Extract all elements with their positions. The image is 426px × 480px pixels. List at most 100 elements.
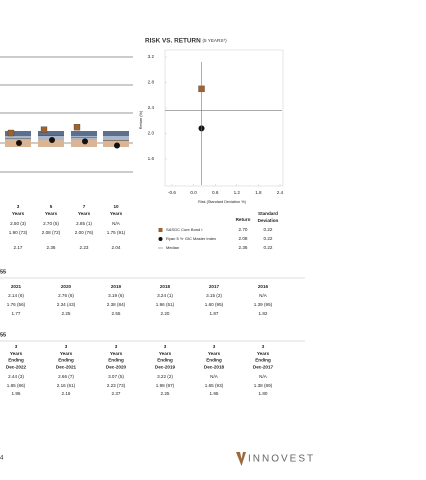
column-header: Years bbox=[12, 211, 25, 216]
column-header: 3 bbox=[17, 204, 20, 209]
x-axis-label: Risk (Standard Deviation %) bbox=[198, 200, 246, 204]
table-cell: 1.82 bbox=[259, 311, 268, 316]
y-axis-label: Return (%) bbox=[139, 110, 143, 129]
legend-header: Return bbox=[236, 217, 251, 222]
box-top bbox=[5, 131, 31, 136]
chart-title: RISK VS. RETURN (5 YEARS*) bbox=[145, 38, 227, 45]
benchmark-marker bbox=[82, 138, 88, 145]
column-header: 10 bbox=[113, 204, 119, 209]
column-header: 2020 bbox=[61, 284, 72, 289]
column-header: 5 bbox=[50, 204, 53, 209]
table-cell: 2.00 (76) bbox=[75, 230, 94, 235]
column-header: Ending bbox=[206, 358, 222, 363]
logo-mark bbox=[236, 452, 246, 466]
table-cell: 2.38 (84) bbox=[107, 302, 126, 307]
box-top bbox=[103, 131, 129, 136]
page-number: 4 bbox=[0, 456, 4, 462]
legend-name: Ryan 5 Yr GIC Master Index bbox=[166, 236, 216, 241]
table-cell: 2.50 (3) bbox=[10, 221, 26, 226]
column-header: Ending bbox=[255, 358, 271, 363]
x-tick-label: 1.8 bbox=[255, 190, 262, 195]
box-top bbox=[38, 131, 64, 136]
table-cell: 2.34 (43) bbox=[57, 302, 76, 307]
table-cell: N/A bbox=[259, 293, 268, 298]
box-mid bbox=[71, 136, 97, 140]
table-cell: 3.15 (2) bbox=[206, 293, 222, 298]
column-header: Ending bbox=[108, 358, 124, 363]
column-header: Years bbox=[208, 351, 221, 356]
box-bottom bbox=[38, 140, 64, 147]
column-header: Years bbox=[110, 211, 123, 216]
column-header: 3 bbox=[213, 344, 216, 349]
column-header: Dec-2020 bbox=[106, 364, 127, 369]
table-cell: 2.14 (6) bbox=[8, 293, 24, 298]
column-header: 3 bbox=[262, 344, 265, 349]
column-header: 2017 bbox=[209, 284, 220, 289]
table-cell: 3.24 (1) bbox=[157, 293, 173, 298]
column-header: Dec-2022 bbox=[6, 364, 27, 369]
table-cell: N/A bbox=[210, 374, 219, 379]
table-cell: 1.75 (91) bbox=[107, 230, 126, 235]
legend-return: 2.08 bbox=[239, 236, 248, 241]
column-header: 3 bbox=[115, 344, 118, 349]
legend-std: 0.22 bbox=[264, 245, 273, 250]
x-tick-label: 1.2 bbox=[234, 190, 241, 195]
table-cell: 2.70 (5) bbox=[43, 221, 59, 226]
table-cell: 3.22 (2) bbox=[157, 374, 173, 379]
table-cell: 1.96 (51) bbox=[156, 302, 175, 307]
plot-frame bbox=[164, 49, 284, 187]
column-header: 2021 bbox=[11, 284, 22, 289]
benchmark-marker bbox=[49, 137, 55, 144]
box-top bbox=[71, 131, 97, 136]
fund-marker bbox=[40, 126, 48, 133]
column-header: 2018 bbox=[160, 284, 171, 289]
legend-name: SASGC Core Bond I bbox=[166, 227, 202, 232]
column-header: Dec-2017 bbox=[253, 364, 274, 369]
table-cell: 1.87 bbox=[210, 311, 219, 316]
legend-header: Deviation bbox=[258, 218, 279, 223]
table-cell: 2.66 (7) bbox=[58, 374, 74, 379]
table-cell: 1.65 (93) bbox=[205, 383, 224, 388]
table-cell: 1.80 bbox=[259, 391, 268, 396]
column-header: 7 bbox=[83, 204, 86, 209]
column-header: Years bbox=[257, 351, 270, 356]
column-header: 2019 bbox=[111, 284, 122, 289]
table-cell: 2.20 bbox=[161, 311, 170, 316]
column-header: 3 bbox=[65, 344, 68, 349]
table-cell: 2.25 bbox=[161, 391, 170, 396]
column-header: Ending bbox=[58, 358, 74, 363]
legend-return: 2.70 bbox=[239, 227, 248, 232]
table-cell: 2.04 bbox=[112, 245, 121, 250]
table-cell: 2.23 bbox=[80, 245, 89, 250]
section-label: 55 bbox=[0, 269, 6, 275]
table-cell: 2.17 bbox=[14, 245, 23, 250]
column-header: Years bbox=[60, 351, 73, 356]
legend-square bbox=[158, 228, 163, 232]
column-header: Ending bbox=[8, 358, 24, 363]
column-header: Years bbox=[110, 351, 123, 356]
table-cell: 2.55 bbox=[112, 311, 121, 316]
table-cell: 1.76 (56) bbox=[7, 302, 26, 307]
column-header: Dec-2021 bbox=[56, 364, 77, 369]
y-tick-label: 1.6 bbox=[148, 156, 155, 161]
table-cell: N/A bbox=[259, 374, 268, 379]
table-cell: 1.39 (95) bbox=[254, 302, 273, 307]
title-note: (5 YEARS*) bbox=[203, 38, 228, 43]
table-cell: 2.23 (73) bbox=[107, 383, 126, 388]
table-cell: 3.07 (5) bbox=[108, 374, 124, 379]
table-cell: 1.95 bbox=[210, 391, 219, 396]
legend-header: Standard bbox=[258, 211, 278, 216]
table-cell: 2.37 bbox=[112, 391, 121, 396]
table-cell: 2.16 bbox=[62, 391, 71, 396]
column-header: Years bbox=[10, 351, 23, 356]
table-cell: 1.85 (86) bbox=[7, 383, 26, 388]
column-header: 2016 bbox=[258, 284, 269, 289]
column-header: Years bbox=[159, 351, 172, 356]
column-header: Years bbox=[45, 211, 58, 216]
column-header: Years bbox=[78, 211, 91, 216]
benchmark-marker bbox=[114, 142, 120, 149]
table-cell: 2.85 (1) bbox=[76, 221, 92, 226]
y-tick-label: 2.8 bbox=[148, 80, 155, 85]
column-header: Ending bbox=[157, 358, 173, 363]
